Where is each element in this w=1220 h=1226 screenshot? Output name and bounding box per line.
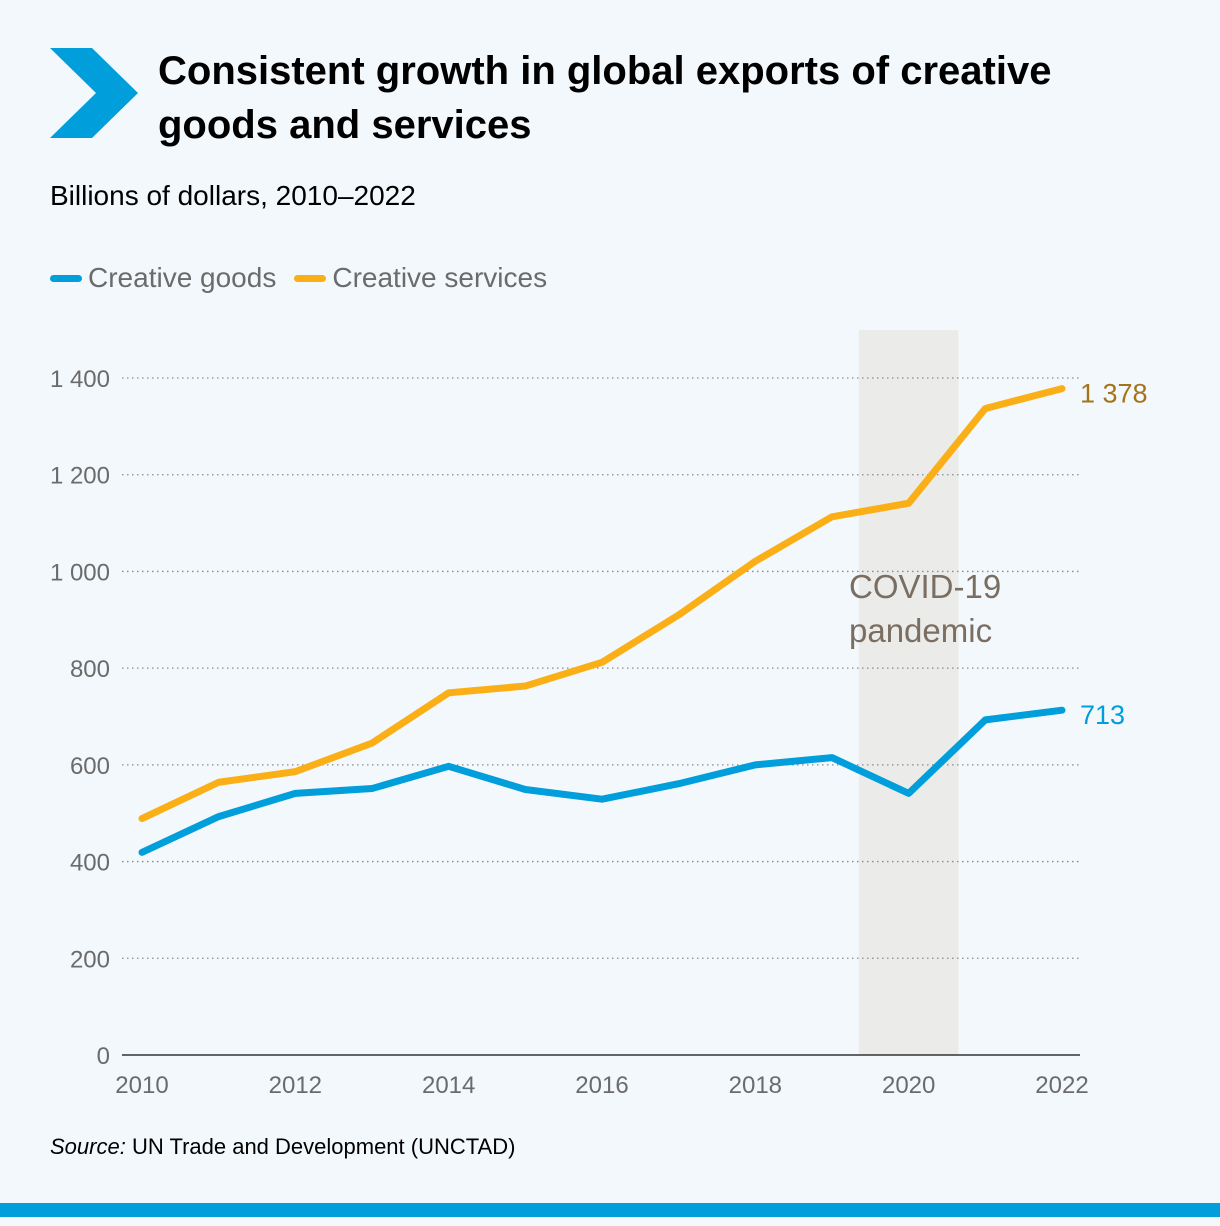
end-label-goods: 713 [1080, 700, 1125, 730]
y-tick-label: 0 [97, 1043, 110, 1070]
legend-label-goods: Creative goods [88, 262, 277, 293]
y-tick-label: 600 [70, 753, 110, 780]
page-title: Consistent growth in global exports of c… [158, 49, 1052, 147]
y-tick-label: 200 [70, 946, 110, 973]
source-label: Source: [50, 1134, 126, 1159]
x-tick-label: 2014 [422, 1072, 475, 1099]
pandemic-annotation-line: pandemic [849, 612, 992, 649]
legend-item-services: Creative services [294, 262, 547, 294]
legend-swatch-goods [50, 274, 82, 282]
x-tick-label: 2010 [115, 1072, 168, 1099]
legend-item-goods: Creative goods [50, 262, 276, 294]
chart-subtitle: Billions of dollars, 2010–2022 [50, 180, 416, 211]
source-note: Source: UN Trade and Development (UNCTAD… [50, 1134, 515, 1160]
pandemic-annotation-line: COVID-19 [849, 568, 1001, 605]
legend-label-services: Creative services [332, 262, 548, 293]
x-tick-label: 2012 [269, 1072, 322, 1099]
series-line-goods [138, 706, 1066, 856]
x-tick-label: 2020 [882, 1072, 935, 1099]
x-tick-label: 2018 [729, 1072, 782, 1099]
series-line-services [138, 385, 1066, 823]
chart-legend: Creative goods Creative services [50, 262, 565, 294]
y-tick-label: 400 [70, 850, 110, 877]
y-tick-label: 1 200 [50, 463, 110, 490]
pandemic-band [858, 330, 959, 1055]
y-tick-label: 1 000 [50, 559, 110, 586]
y-tick-label: 1 400 [50, 366, 110, 393]
bottom-accent-bar [0, 1203, 1220, 1217]
x-tick-label: 2016 [575, 1072, 628, 1099]
chevron-logo-icon [50, 48, 138, 138]
x-tick-label: 2022 [1035, 1072, 1088, 1099]
legend-swatch-services [294, 274, 327, 282]
line-chart: 0 200 400 600 800 1 000 1 200 1 400 2010 2012 2014… [50, 330, 1148, 1099]
end-label-services: 1 378 [1080, 379, 1148, 409]
source-text: UN Trade and Development (UNCTAD) [131, 1134, 516, 1159]
y-tick-label: 800 [70, 656, 110, 683]
